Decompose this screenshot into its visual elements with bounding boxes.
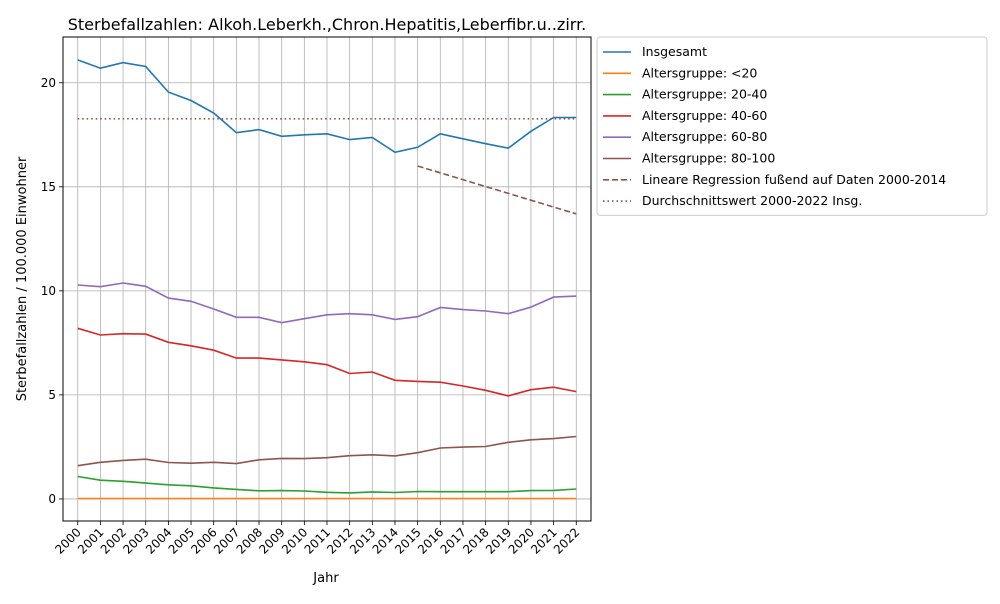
series-line-0 [77,59,577,154]
y-axis-label: Sterbefallzahlen / 100.000 Einwohner [15,156,30,401]
series-line-6 [417,165,577,215]
y-tick-label: 5 [48,388,56,402]
y-axis: 0 5 10 15 20 [41,76,63,506]
legend-label-6: Lineare Regression fußend auf Daten 2000… [642,172,946,187]
series-line-3 [77,327,577,397]
chart-title: Sterbefallzahlen: Alkoh.Leberkh.,Chron.H… [68,15,587,34]
legend-label-4: Altersgruppe: 60-80 [642,129,767,144]
series-line-4 [77,282,577,324]
series-layer [77,59,577,500]
series-line-5 [77,435,577,467]
legend: Insgesamt Altersgruppe: <20 Altersgruppe: … [596,36,988,216]
grid-lines [63,37,591,521]
y-tick-label: 15 [41,180,56,194]
y-tick-label: 20 [41,76,56,90]
y-tick-label: 10 [41,284,56,298]
legend-label-7: Durchschnittswert 2000-2022 Insg. [642,193,862,208]
x-axis-label: Jahr [312,571,339,586]
legend-label-0: Insgesamt [642,44,707,59]
x-tick-label: 2022 [551,525,582,556]
legend-label-2: Altersgruppe: 20-40 [642,87,767,102]
legend-label-1: Altersgruppe: <20 [642,65,757,80]
x-axis: 2000200120022003200420052006200720082009… [52,521,582,557]
series-line-2 [77,475,577,494]
legend-label-3: Altersgruppe: 40-60 [642,108,767,123]
legend-box [596,36,988,216]
legend-label-5: Altersgruppe: 80-100 [642,151,775,166]
y-tick-label: 0 [48,492,56,506]
